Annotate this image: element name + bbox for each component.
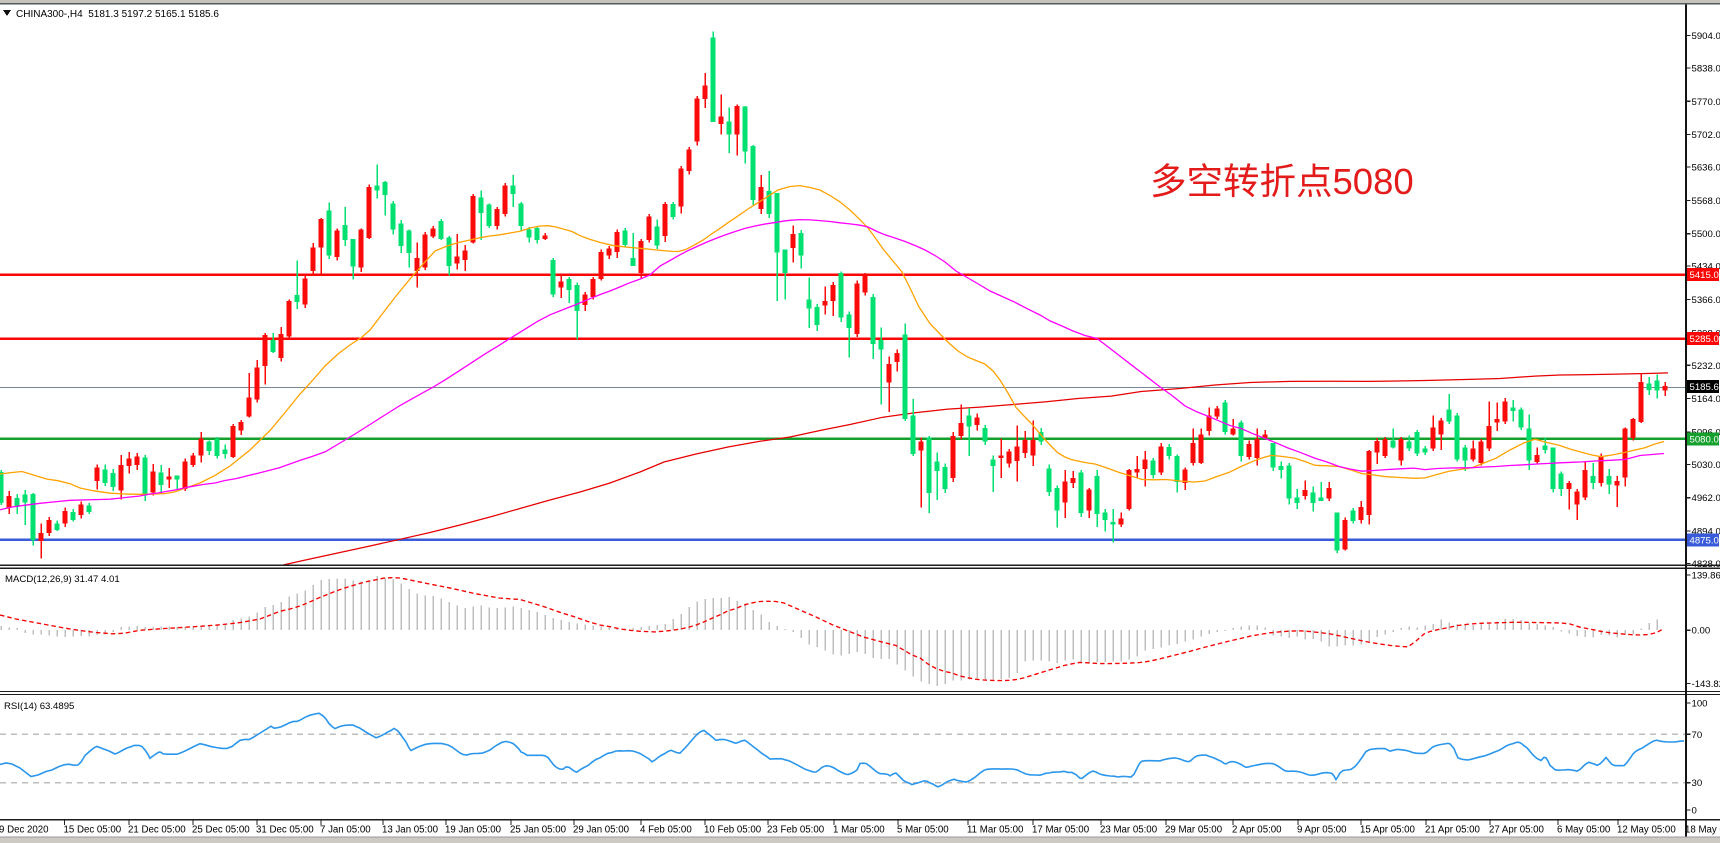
svg-text:23 Feb 05:00: 23 Feb 05:00: [767, 825, 825, 836]
svg-text:15 Apr 05:00: 15 Apr 05:00: [1360, 825, 1416, 836]
svg-text:27 Apr 05:00: 27 Apr 05:00: [1489, 825, 1545, 836]
svg-text:25 Dec 05:00: 25 Dec 05:00: [192, 825, 250, 836]
svg-text:5030.0: 5030.0: [1692, 460, 1720, 471]
svg-text:23 Mar 05:00: 23 Mar 05:00: [1100, 825, 1158, 836]
svg-text:5568.0: 5568.0: [1692, 196, 1720, 207]
svg-text:70: 70: [1692, 730, 1703, 741]
svg-text:MACD(12,26,9) 31.47 4.01: MACD(12,26,9) 31.47 4.01: [5, 574, 120, 585]
svg-text:9 Dec 2020: 9 Dec 2020: [0, 825, 49, 836]
svg-text:5838.0: 5838.0: [1692, 63, 1720, 74]
svg-text:29 Mar 05:00: 29 Mar 05:00: [1165, 825, 1223, 836]
svg-text:17 Mar 05:00: 17 Mar 05:00: [1032, 825, 1090, 836]
svg-text:18 May 05:00: 18 May 05:00: [1685, 825, 1720, 836]
svg-text:15 Dec 05:00: 15 Dec 05:00: [64, 825, 122, 836]
svg-text:4 Feb 05:00: 4 Feb 05:00: [640, 825, 692, 836]
svg-text:25 Jan 05:00: 25 Jan 05:00: [510, 825, 567, 836]
svg-text:19 Jan 05:00: 19 Jan 05:00: [445, 825, 502, 836]
svg-text:139.86: 139.86: [1692, 571, 1720, 582]
svg-text:0: 0: [1692, 806, 1697, 817]
svg-text:12 May 05:00: 12 May 05:00: [1617, 825, 1676, 836]
svg-text:29 Jan 05:00: 29 Jan 05:00: [573, 825, 630, 836]
svg-text:5366.0: 5366.0: [1692, 295, 1720, 306]
svg-text:5080.0: 5080.0: [1690, 434, 1719, 445]
svg-text:5770.0: 5770.0: [1692, 97, 1720, 108]
svg-text:5285.0: 5285.0: [1690, 334, 1719, 345]
svg-text:6 May 05:00: 6 May 05:00: [1557, 825, 1611, 836]
svg-text:30: 30: [1692, 778, 1703, 789]
svg-text:2 Apr 05:00: 2 Apr 05:00: [1232, 825, 1282, 836]
svg-text:1 Mar 05:00: 1 Mar 05:00: [833, 825, 885, 836]
svg-text:10 Feb 05:00: 10 Feb 05:00: [704, 825, 762, 836]
svg-text:5164.0: 5164.0: [1692, 394, 1720, 405]
svg-text:9 Apr 05:00: 9 Apr 05:00: [1297, 825, 1347, 836]
svg-text:4962.0: 4962.0: [1692, 493, 1720, 504]
svg-text:5702.0: 5702.0: [1692, 130, 1720, 141]
svg-text:5500.0: 5500.0: [1692, 229, 1720, 240]
svg-text:5904.0: 5904.0: [1692, 31, 1720, 42]
svg-text:13 Jan 05:00: 13 Jan 05:00: [382, 825, 439, 836]
svg-text:-143.82: -143.82: [1692, 679, 1720, 690]
svg-text:31 Dec 05:00: 31 Dec 05:00: [256, 825, 314, 836]
svg-text:5 Mar 05:00: 5 Mar 05:00: [897, 825, 949, 836]
svg-text:RSI(14) 63.4895: RSI(14) 63.4895: [4, 701, 74, 712]
svg-text:CHINA300-,H4 5181.3 5197.2 51: CHINA300-,H4 5181.3 5197.2 5165.1 5185.6: [16, 9, 219, 20]
svg-text:4875.0: 4875.0: [1690, 535, 1719, 546]
svg-text:5232.0: 5232.0: [1692, 361, 1720, 372]
svg-text:21 Apr 05:00: 21 Apr 05:00: [1425, 825, 1481, 836]
svg-text:5434.0: 5434.0: [1692, 262, 1720, 273]
svg-text:100: 100: [1692, 699, 1708, 710]
svg-text:多空转折点5080: 多空转折点5080: [1150, 161, 1414, 202]
svg-text:11 Mar 05:00: 11 Mar 05:00: [967, 825, 1024, 836]
svg-text:5636.0: 5636.0: [1692, 163, 1720, 174]
svg-text:7 Jan 05:00: 7 Jan 05:00: [320, 825, 371, 836]
svg-text:5185.6: 5185.6: [1690, 382, 1719, 393]
svg-text:5415.0: 5415.0: [1690, 270, 1719, 281]
svg-text:4828.0: 4828.0: [1692, 559, 1720, 570]
svg-text:21 Dec 05:00: 21 Dec 05:00: [128, 825, 186, 836]
svg-text:0.00: 0.00: [1692, 626, 1711, 637]
svg-text:4894.0: 4894.0: [1692, 527, 1720, 538]
